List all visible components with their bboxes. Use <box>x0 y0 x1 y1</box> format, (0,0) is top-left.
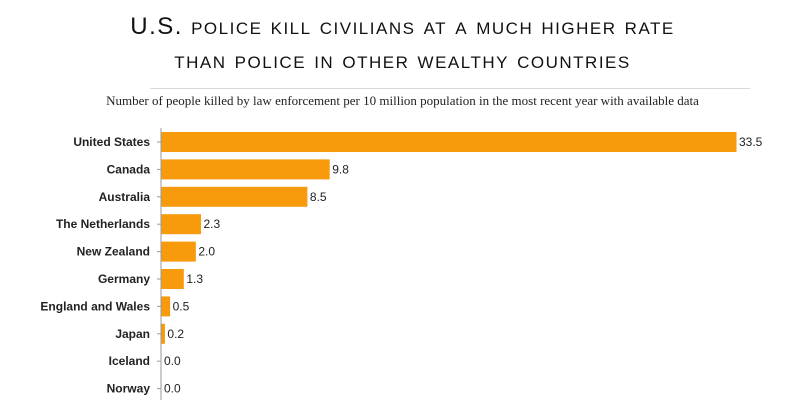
chart-title-line-1: U.S. police kill civilians at a much hig… <box>130 13 675 40</box>
bar <box>161 241 196 262</box>
bar <box>161 159 330 180</box>
title-divider <box>150 88 750 89</box>
category-label: United States <box>73 135 150 149</box>
bar <box>161 296 171 317</box>
category-label: Japan <box>115 327 150 341</box>
value-label: 33.5 <box>739 135 763 149</box>
value-label: 0.2 <box>167 327 184 341</box>
category-label: New Zealand <box>77 245 150 259</box>
category-label: Iceland <box>109 354 150 368</box>
chart-subtitle: Number of people killed by law enforceme… <box>106 93 699 108</box>
value-label: 9.8 <box>332 162 349 176</box>
value-label: 0.0 <box>164 354 181 368</box>
value-label: 2.0 <box>198 245 215 259</box>
bar <box>161 269 184 289</box>
category-label: Germany <box>98 272 150 286</box>
bar <box>161 323 165 344</box>
bar <box>161 186 308 207</box>
value-label: 0.0 <box>164 382 181 396</box>
category-label: Australia <box>99 190 151 204</box>
category-label: The Netherlands <box>56 217 150 231</box>
category-label: England and Wales <box>40 299 150 313</box>
chart-title-line-2: than police in other wealthy countries <box>174 47 631 74</box>
category-label: Norway <box>107 382 151 396</box>
bar <box>161 214 201 235</box>
category-label: Canada <box>107 162 151 176</box>
value-label: 2.3 <box>203 217 220 231</box>
value-label: 8.5 <box>310 190 327 204</box>
value-label: 0.5 <box>173 299 190 313</box>
bar <box>161 132 737 152</box>
chart-title: U.S. police kill civilians at a much hig… <box>0 10 805 78</box>
value-label: 1.3 <box>186 272 203 286</box>
